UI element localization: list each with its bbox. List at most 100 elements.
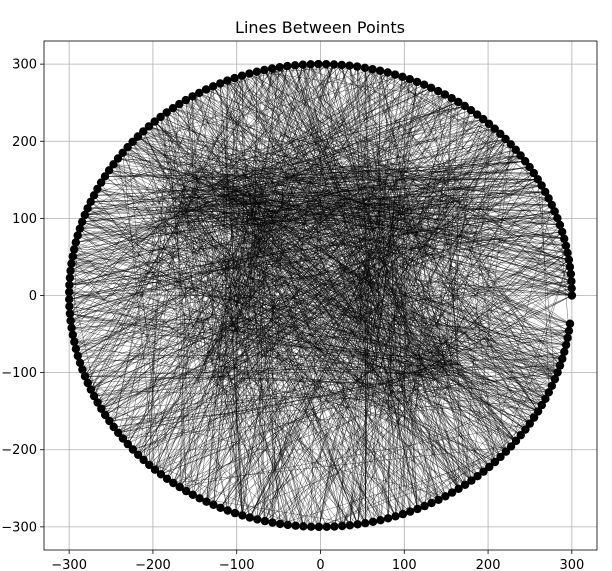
x-tick-label: 300	[559, 558, 584, 571]
circle-point	[473, 472, 482, 481]
circle-point	[290, 61, 300, 70]
circle-point	[168, 104, 178, 113]
y-tick-label: 0	[29, 289, 37, 304]
circle-points	[65, 59, 577, 532]
circle-point	[86, 197, 95, 206]
circle-point	[558, 354, 567, 363]
circle-point	[275, 519, 285, 529]
circle-point	[260, 516, 270, 526]
circle-point	[561, 340, 571, 350]
circle-point	[345, 61, 354, 70]
circle-point	[73, 231, 82, 240]
x-tick-label: 0	[316, 558, 324, 571]
circle-point	[73, 351, 83, 361]
circle-point	[75, 224, 85, 233]
circle-point	[113, 154, 123, 163]
circle-point	[238, 511, 247, 520]
circle-point	[361, 519, 370, 528]
circle-point	[139, 127, 148, 136]
circle-point	[245, 513, 254, 522]
circle-point	[511, 145, 520, 154]
circle-point	[567, 277, 576, 286]
circle-point	[139, 455, 148, 465]
circle-point	[558, 227, 567, 237]
circle-point	[398, 72, 407, 82]
circle-point	[96, 178, 106, 187]
y-tick-label: −200	[1, 443, 37, 458]
circle-point	[70, 245, 79, 254]
circle-point	[560, 347, 569, 356]
circle-point	[314, 59, 323, 69]
circle-point	[322, 59, 331, 69]
circle-point	[529, 168, 538, 178]
circle-point	[100, 172, 110, 181]
circle-point	[71, 344, 81, 354]
circle-point	[75, 358, 85, 367]
circle-point	[93, 398, 102, 407]
circle-point	[511, 436, 521, 446]
lines-between-points	[69, 64, 573, 528]
circle-point	[405, 75, 414, 84]
x-tick-label: −100	[219, 558, 255, 571]
circle-point	[123, 439, 132, 449]
circle-point	[156, 112, 165, 122]
circle-point	[467, 476, 476, 485]
circle-point	[162, 108, 171, 117]
circle-point	[447, 488, 457, 497]
circle-point	[275, 62, 284, 72]
circle-point	[533, 175, 542, 184]
circle-point	[368, 65, 377, 74]
circle-point	[181, 95, 190, 105]
circle-point	[209, 500, 218, 509]
circle-point	[525, 162, 534, 172]
circle-point	[516, 151, 525, 160]
circle-point	[521, 425, 530, 434]
circle-point	[484, 119, 494, 128]
circle-point	[202, 497, 211, 506]
circle-point	[398, 509, 408, 519]
circle-point	[566, 269, 575, 279]
circle-point	[375, 66, 385, 75]
circle-point	[268, 518, 277, 527]
circle-point	[128, 137, 137, 146]
circle-point	[466, 106, 476, 115]
circle-point	[322, 522, 331, 531]
circle-point	[454, 97, 463, 107]
circle-point	[150, 117, 159, 126]
circle-point	[563, 333, 572, 343]
circle-point	[260, 65, 269, 75]
circle-point	[565, 319, 575, 328]
circle-point	[306, 60, 315, 69]
circle-point	[490, 457, 500, 467]
circle-point	[353, 62, 362, 71]
circle-point	[83, 378, 93, 388]
circle-point	[521, 157, 530, 166]
circle-point	[93, 184, 102, 194]
circle-point	[162, 474, 172, 483]
circle-point	[267, 64, 277, 73]
circle-point	[547, 200, 556, 210]
circle-point	[133, 132, 143, 141]
circle-point	[83, 204, 92, 213]
y-tick-label: 100	[12, 212, 37, 227]
circle-point	[216, 503, 225, 512]
circle-point	[485, 462, 494, 472]
circle-point	[118, 434, 128, 443]
circle-point	[123, 143, 132, 152]
circle-point	[506, 140, 515, 149]
circle-point	[368, 517, 378, 526]
circle-point	[291, 521, 300, 530]
circle-point	[460, 101, 469, 111]
circle-point	[298, 60, 308, 69]
circle-point	[216, 79, 225, 88]
circle-point	[283, 61, 292, 71]
circle-point	[65, 287, 74, 297]
circle-point	[529, 413, 539, 422]
circle-point	[555, 220, 565, 230]
circle-point	[223, 76, 232, 85]
circle-point	[516, 431, 525, 440]
circle-point	[237, 71, 247, 80]
circle-point	[564, 255, 574, 264]
circle-point	[360, 63, 370, 72]
circle-point	[65, 295, 74, 304]
